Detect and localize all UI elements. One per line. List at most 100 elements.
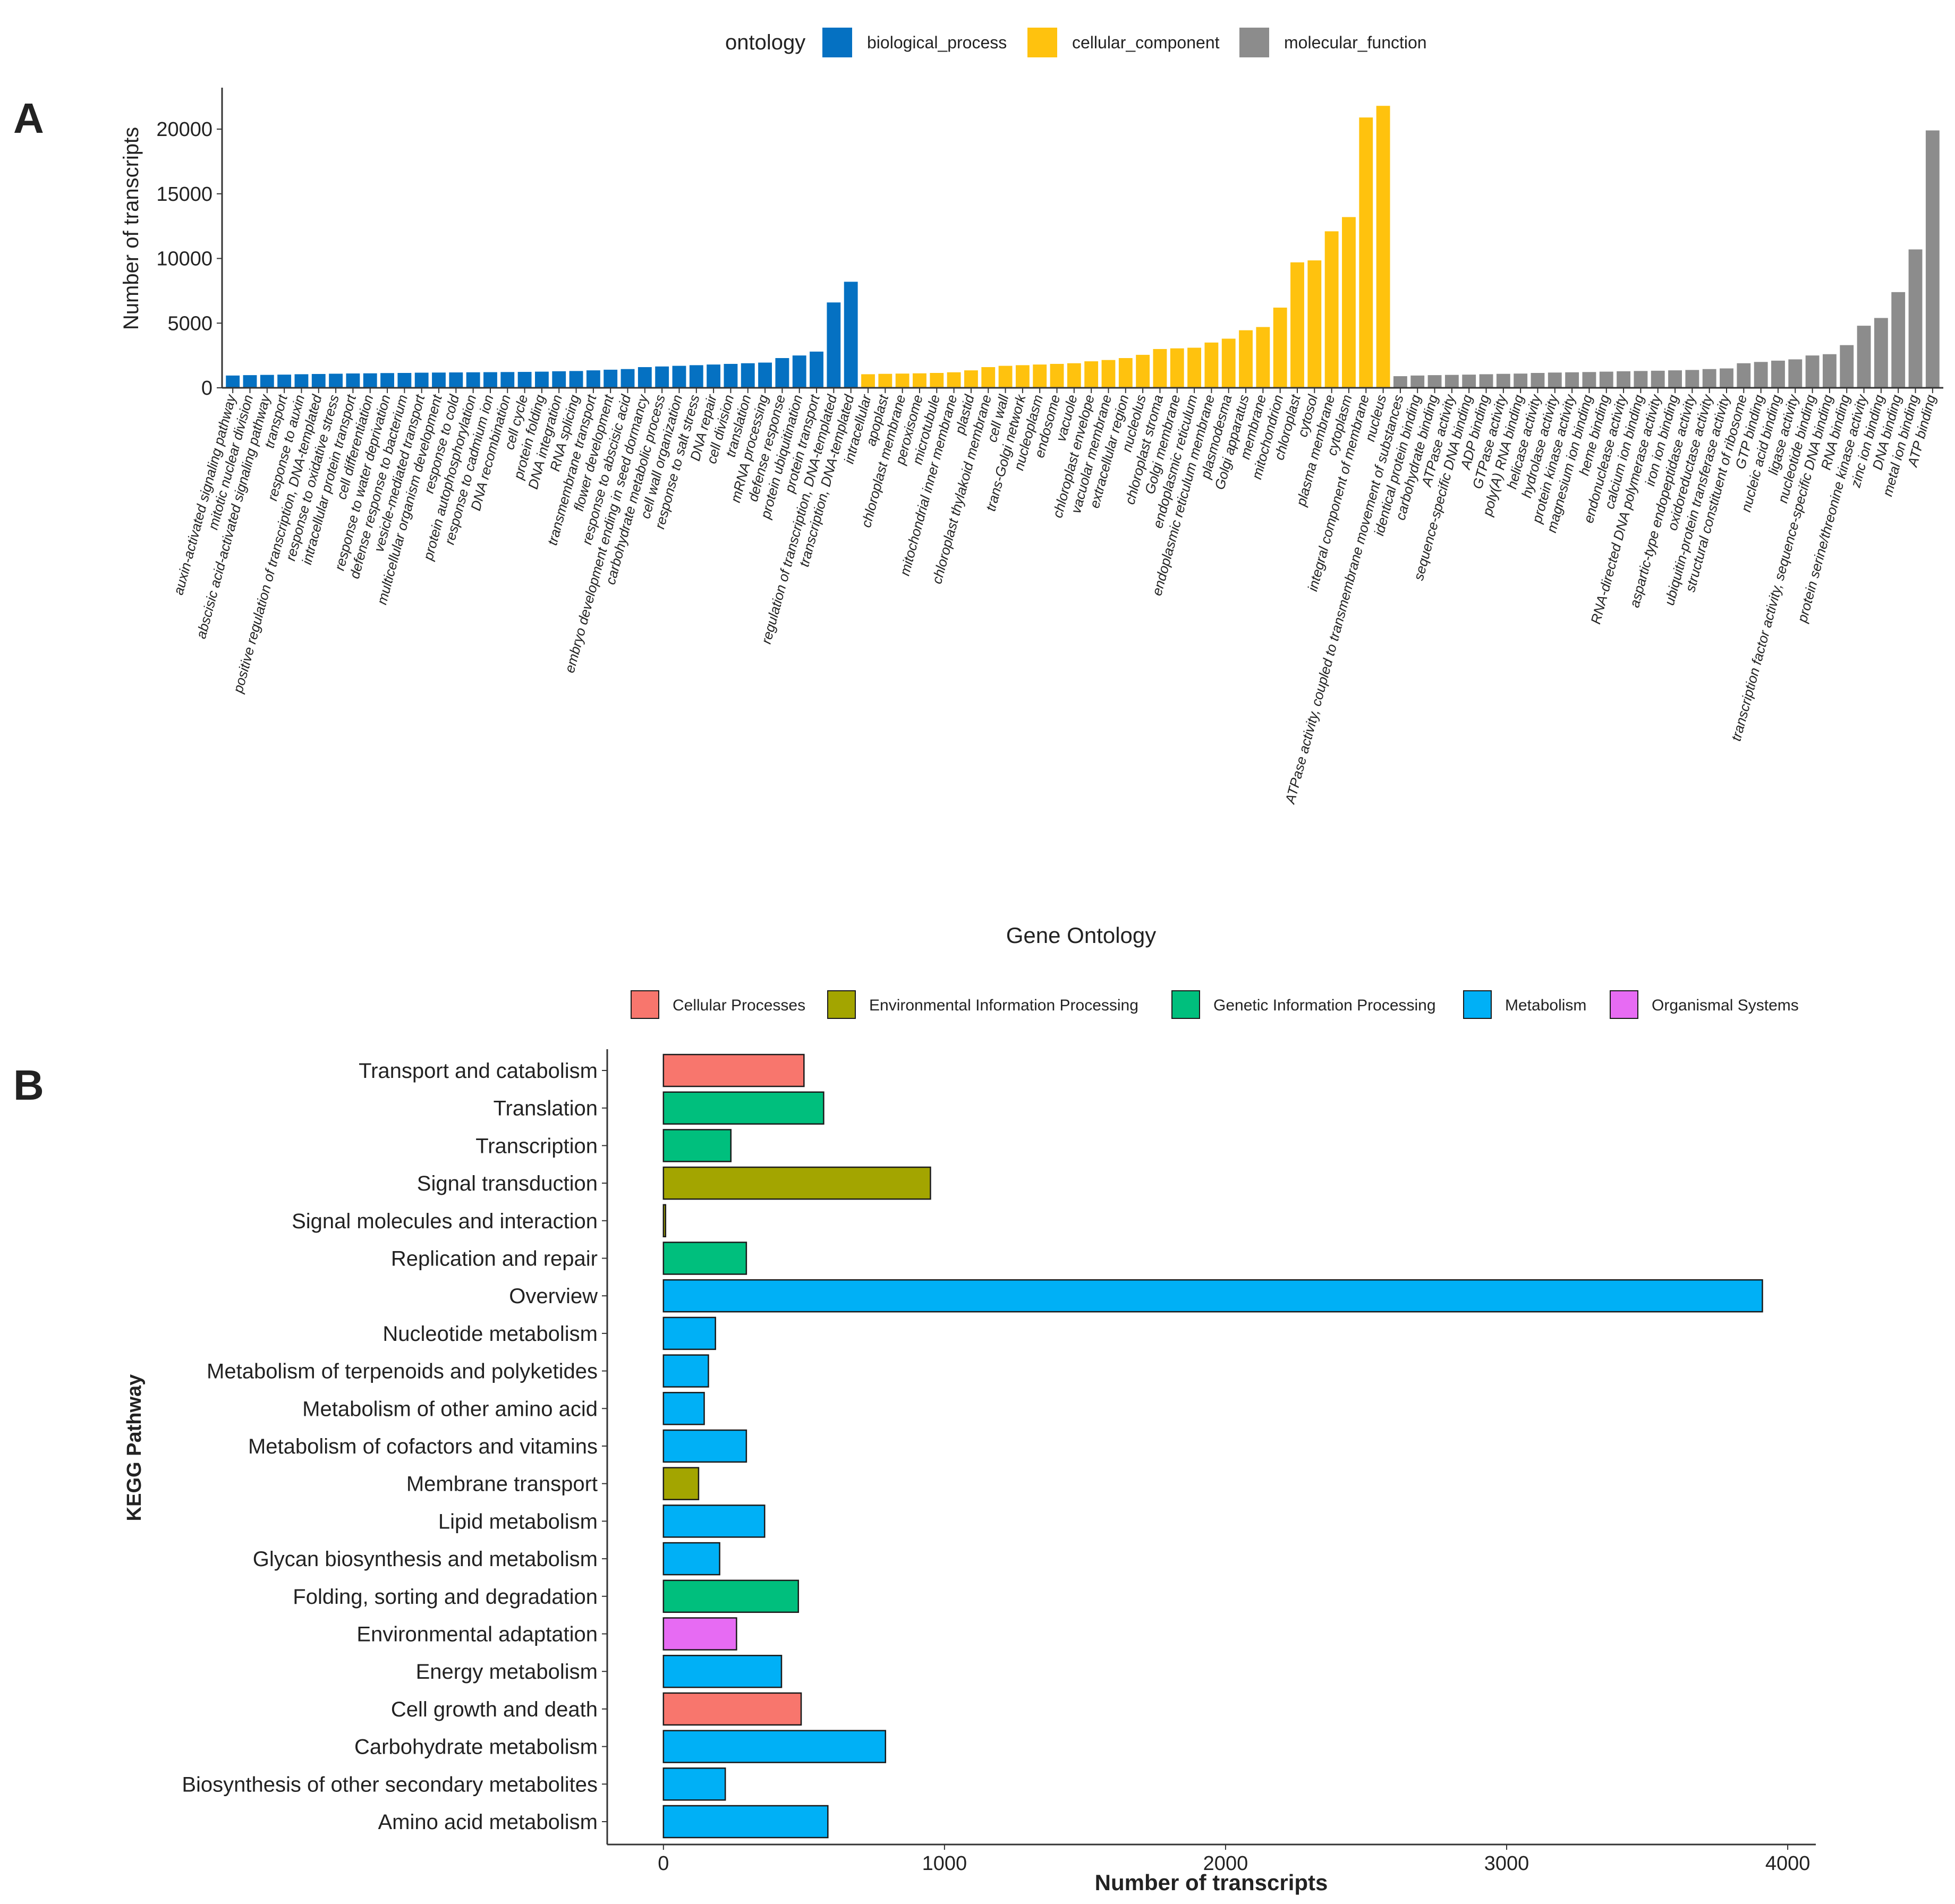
go-bar-helicase-activity <box>1531 373 1545 388</box>
kegg-legend-swatch-metabolism <box>1463 990 1492 1019</box>
go-bar-chloroplast <box>1290 262 1304 388</box>
kegg-x-tick-label: 4000 <box>1765 1852 1810 1875</box>
go-bar-protein-ubiquitination <box>792 355 806 388</box>
go-bar-vacuolar-membrane <box>1101 360 1116 388</box>
kegg-bar-biosynthesis-of-other-secondary-metabolites <box>662 1767 726 1801</box>
kegg-legend: Cellular Processes Environmental Informat… <box>631 990 1799 1019</box>
go-bar-carbohydrate-metabolic-process <box>655 366 669 388</box>
go-bar-atpase-activity <box>1444 375 1459 388</box>
kegg-bar-lipid-metabolism <box>662 1504 766 1538</box>
go-bar-golgi-membrane <box>1170 348 1184 388</box>
go-bar-gtpase-activity <box>1496 373 1510 388</box>
go-bar-endoplasmic-reticulum-membrane <box>1204 342 1219 388</box>
go-bar-rna-directed-dna-polymerase-activity <box>1651 370 1665 388</box>
kegg-category-label: Cell growth and death <box>391 1698 598 1721</box>
go-bar-nucleolus <box>1136 354 1150 388</box>
go-legend-label-cellular-component: cellular_component <box>1072 33 1220 52</box>
go-bar-integral-component-of-membrane <box>1359 117 1373 388</box>
go-bar-aspartic-type-endopeptidase-activity <box>1685 370 1699 388</box>
go-bar-membrane <box>1256 327 1270 388</box>
go-bar-heme-binding <box>1599 371 1613 388</box>
go-bar-sequence-specific-dna-binding <box>1462 375 1476 388</box>
kegg-legend-swatch-environmental-information-processing <box>827 990 856 1019</box>
panel-label-b: B <box>13 1061 44 1109</box>
go-y-tick-label: 0 <box>201 377 212 400</box>
kegg-category-label: Overview <box>509 1285 598 1308</box>
go-bar-cell-division <box>724 363 738 388</box>
go-bar-atpase-activity-coupled-to-transmembrane-movement-of-substances <box>1393 376 1407 388</box>
go-bar-atp-binding <box>1925 130 1940 388</box>
go-bar-response-to-salt-stress <box>689 365 703 388</box>
kegg-category-label: Metabolism of other amino acid <box>302 1397 598 1421</box>
go-y-axis-title: Number of transcripts <box>120 127 143 330</box>
go-bar-cell-wall-organization <box>672 366 686 388</box>
kegg-bar-metabolism-of-terpenoids-and-polyketides <box>662 1354 709 1388</box>
go-bar-calcium-ion-binding <box>1634 371 1648 388</box>
go-axes: 0 5000 10000 15000 20000 <box>156 88 1943 400</box>
go-bar-rna-binding <box>1840 345 1854 388</box>
kegg-bar-overview <box>662 1279 1763 1313</box>
kegg-x-tick-label: 0 <box>658 1852 669 1875</box>
go-legend-swatch-cellular-component <box>1027 28 1057 57</box>
kegg-bar-cell-growth-and-death <box>662 1692 802 1726</box>
go-bar-cytosol <box>1307 260 1322 388</box>
go-bar-mrna-processing <box>758 362 772 388</box>
kegg-x-tick-label: 3000 <box>1484 1852 1529 1875</box>
go-bar-ligase-activity <box>1788 359 1803 388</box>
go-bar-response-to-auxin <box>294 374 309 388</box>
go-bar-dna-repair <box>707 364 721 388</box>
go-legend-title: ontology <box>725 31 805 54</box>
go-bar-translation <box>741 363 755 388</box>
kegg-axes: 0 1000 2000 3000 4000 <box>606 1049 1816 1875</box>
go-bar-cell-differentiation <box>363 373 377 388</box>
kegg-bar-metabolism-of-cofactors-and-vitamins <box>662 1429 747 1463</box>
kegg-bar-glycan-biosynthesis-and-metabolism <box>662 1542 720 1576</box>
kegg-x-tick-label: 1000 <box>922 1852 967 1875</box>
kegg-bar-replication-and-repair <box>662 1242 747 1275</box>
go-bar-cell-cycle <box>517 372 532 388</box>
kegg-category-label: Nucleotide metabolism <box>382 1322 598 1346</box>
go-bar-dna-binding <box>1891 292 1906 388</box>
go-bar-gtp-binding <box>1754 362 1768 388</box>
go-bar-embryo-development-ending-in-seed-dormancy <box>638 367 652 388</box>
go-bar-zinc-ion-binding <box>1874 318 1888 388</box>
kegg-category-label: Amino acid metabolism <box>378 1810 598 1834</box>
kegg-y-axis-title: KEGG Pathway <box>123 1374 146 1522</box>
go-bar-hydrolase-activity <box>1548 372 1562 388</box>
go-bar-response-to-abscisic-acid <box>620 369 635 388</box>
go-bar-chloroplast-stroma <box>1153 348 1167 388</box>
go-bar-extracellular-region <box>1118 358 1133 388</box>
kegg-legend-swatch-organismal-systems <box>1610 990 1638 1019</box>
go-x-axis-title: Gene Ontology <box>1006 923 1157 948</box>
go-legend-swatch-biological-process <box>822 28 852 57</box>
go-bar-structural-constituent-of-ribosome <box>1737 363 1751 388</box>
go-bar-response-to-oxidative-stress <box>329 373 343 388</box>
go-bar-flower-development <box>604 369 618 388</box>
go-bar-metal-ion-binding <box>1908 249 1923 388</box>
kegg-category-label: Energy metabolism <box>416 1660 598 1684</box>
go-bar-nucleoplasm <box>1033 364 1047 388</box>
go-bar-response-to-water-deprivation <box>380 373 394 388</box>
go-bar-plasmodesma <box>1221 338 1236 388</box>
go-bar-protein-folding <box>534 371 549 388</box>
go-bar-response-to-cadmium-ion <box>483 372 497 388</box>
go-bar-endoplasmic-reticulum <box>1187 347 1202 388</box>
go-bar-plasma-membrane <box>1324 231 1339 388</box>
go-bar-chloroplast-envelope <box>1084 361 1099 388</box>
go-bar-magnesium-ion-binding <box>1582 372 1596 388</box>
kegg-bar-energy-metabolism <box>662 1654 783 1688</box>
go-bar-oxidoreductase-activity <box>1702 369 1716 388</box>
kegg-category-label: Transport and catabolism <box>359 1059 598 1083</box>
go-legend: ontology biological_process cellular_compo… <box>725 28 1427 57</box>
go-bar-transport <box>277 375 292 388</box>
go-bar-mitochondrion <box>1273 308 1287 388</box>
kegg-bar-signal-molecules-and-interaction <box>662 1204 667 1238</box>
kegg-legend-label-metabolism: Metabolism <box>1505 997 1586 1014</box>
go-bar-abscisic-acid-activated-signaling-pathway <box>260 375 274 388</box>
go-bar-microtubule <box>930 373 944 388</box>
go-bar-trans-golgi-network <box>1015 365 1030 388</box>
go-bar-defense-response-to-bacterium <box>397 373 412 388</box>
go-bar-plastid <box>964 370 978 388</box>
kegg-bars: Transport and catabolism Translation Trans… <box>182 1053 1763 1839</box>
